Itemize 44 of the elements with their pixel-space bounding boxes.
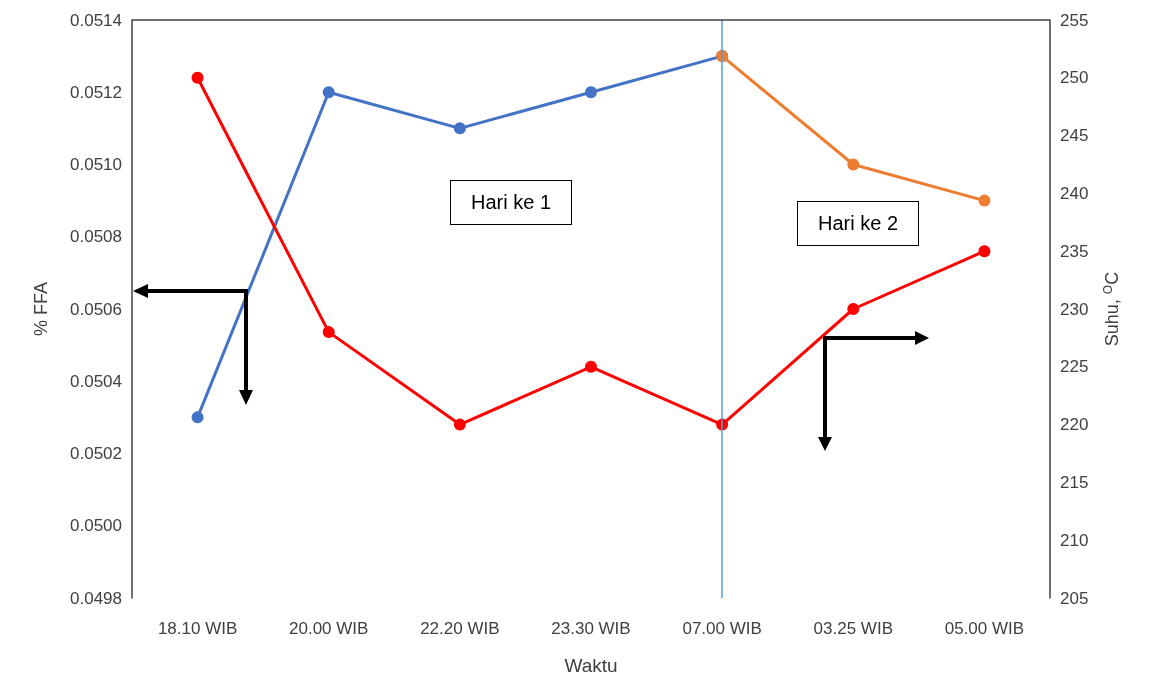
y2-axis-title: Suhu, OC xyxy=(1101,271,1122,347)
point xyxy=(847,158,860,171)
x-tick-label: 03.25 WIB xyxy=(813,619,893,638)
x-tick-label: 18.10 WIB xyxy=(157,619,238,638)
y-tick-label: 0.0506 xyxy=(70,299,122,319)
x-tick-label: 20.00 WIB xyxy=(289,619,369,638)
y2-tick-label: 215 xyxy=(1060,472,1089,492)
annotation: Hari ke 1 xyxy=(450,180,573,225)
y2-tick-label: 205 xyxy=(1060,588,1089,608)
y2-tick-label: 230 xyxy=(1060,299,1089,319)
point xyxy=(191,411,204,424)
y-axis-title: % FFA xyxy=(31,281,51,337)
y-tick-label: 0.0510 xyxy=(70,155,122,174)
x-axis-title: Waktu xyxy=(564,655,618,676)
y2-tick-label: 250 xyxy=(1060,68,1089,88)
x-tick-label: 05.00 WIB xyxy=(944,619,1025,638)
point xyxy=(322,86,335,99)
y2-tick-label: 235 xyxy=(1060,241,1089,261)
point xyxy=(453,418,466,431)
point xyxy=(322,326,335,339)
point xyxy=(978,194,991,207)
y2-tick-label: 245 xyxy=(1060,126,1089,146)
point xyxy=(978,245,991,258)
point xyxy=(191,71,204,84)
y2-tick-label: 220 xyxy=(1060,415,1089,435)
x-tick-label: 23.30 WIB xyxy=(551,619,631,638)
x-tick-label: 22.20 WIB xyxy=(420,619,500,638)
y2-tick-label: 255 xyxy=(1060,10,1089,30)
point xyxy=(585,86,597,99)
y-tick-label: 0.0514 xyxy=(70,10,122,30)
y-tick-label: 0.0512 xyxy=(70,82,122,102)
y2-tick-label: 225 xyxy=(1060,357,1089,377)
y-tick-label: 0.0508 xyxy=(70,227,122,247)
point xyxy=(453,122,466,135)
annotation: Hari ke 2 xyxy=(797,201,920,246)
point xyxy=(847,303,860,315)
y2-tick-label: 240 xyxy=(1060,183,1089,203)
y-tick-label: 0.0502 xyxy=(70,444,122,463)
y-tick-label: 0.0498 xyxy=(70,588,122,608)
y-tick-label: 0.0500 xyxy=(70,516,122,536)
x-tick-label: 07.00 WIB xyxy=(682,619,762,638)
y-tick-label: 0.0504 xyxy=(70,371,122,391)
y2-tick-label: 210 xyxy=(1060,530,1089,550)
point xyxy=(585,360,597,373)
